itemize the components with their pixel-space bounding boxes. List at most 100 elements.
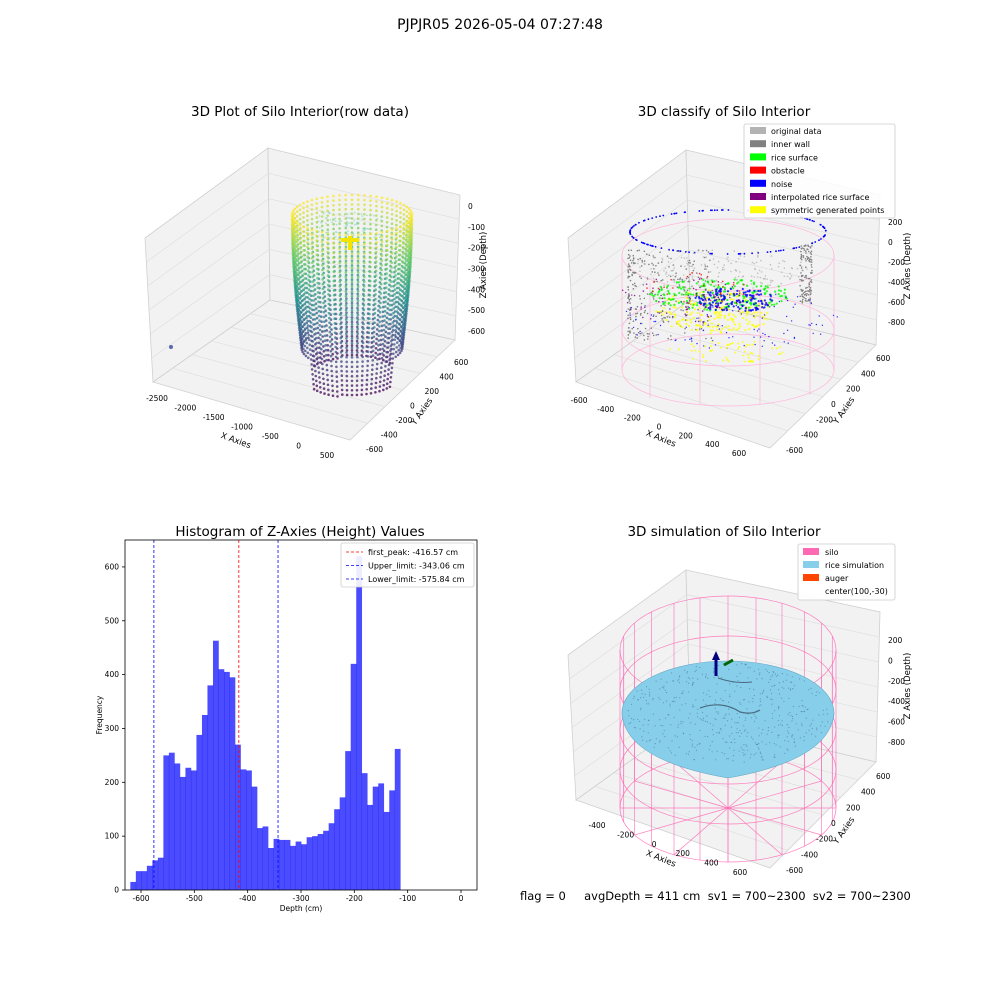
simulation-z-tick: 200 bbox=[888, 636, 903, 645]
histogram-y-tick: 100 bbox=[105, 832, 120, 841]
classify-x-axis-label: X Axies bbox=[644, 429, 677, 450]
simulation-x-tick: 0 bbox=[652, 840, 657, 849]
raw-z-tick: -200 bbox=[468, 244, 485, 253]
simulation-y-tick: 600 bbox=[876, 772, 891, 781]
simulation-z-tick: -200 bbox=[888, 677, 905, 686]
classify-y-tick: 600 bbox=[876, 354, 891, 363]
simulation-legend-label: rice simulation bbox=[825, 561, 884, 570]
histogram-bar bbox=[157, 857, 164, 890]
classify-y-tick: 400 bbox=[861, 369, 876, 378]
histogram-bar bbox=[378, 783, 385, 890]
classify-x-tick: -400 bbox=[597, 405, 614, 414]
classify-x-tick-labels: -600 -400 -200 0 200 400 600 bbox=[570, 396, 746, 458]
raw-z-tick-labels: -600 -500 -400 -300 -200 -100 0 bbox=[468, 202, 485, 336]
histogram-bar bbox=[146, 865, 153, 890]
panel-classify-title: 3D classify of Silo Interior bbox=[638, 104, 811, 120]
simulation-y-tick: -600 bbox=[786, 866, 803, 875]
histogram-bar bbox=[301, 844, 307, 890]
classify-z-tick: -600 bbox=[888, 298, 905, 307]
histogram-title: Histogram of Z-Axies (Height) Values bbox=[175, 524, 424, 540]
simulation-z-tick: -800 bbox=[888, 738, 905, 747]
histogram-bar bbox=[262, 826, 269, 890]
histogram-bar bbox=[268, 848, 274, 890]
raw-z-axis-label: Z Axies (Depth) bbox=[479, 232, 489, 299]
simulation-y-tick: -400 bbox=[801, 850, 818, 859]
classify-legend-swatch bbox=[750, 206, 766, 214]
histogram-bar bbox=[295, 841, 302, 890]
raw-y-tick: -600 bbox=[366, 445, 383, 454]
classify-z-tick: -200 bbox=[888, 258, 905, 267]
classify-point-cloud bbox=[621, 209, 838, 363]
classify-legend-label: noise bbox=[771, 180, 792, 189]
panel-simulation-title: 3D simulation of Silo Interior bbox=[627, 524, 821, 540]
histogram-bar bbox=[212, 640, 219, 890]
histogram-bar bbox=[361, 773, 368, 890]
histogram-bar bbox=[185, 767, 192, 890]
classify-x-tick: 0 bbox=[657, 423, 662, 432]
histogram-x-tick: -500 bbox=[186, 894, 203, 903]
classify-z-tick: 0 bbox=[888, 238, 893, 247]
classify-z-tick-labels: -800 -600 -400 -200 0 200 bbox=[888, 218, 905, 327]
histogram-y-axis-label: Frequency bbox=[95, 695, 104, 734]
histogram-bar bbox=[163, 755, 170, 890]
classify-y-tick: 200 bbox=[846, 385, 861, 394]
histogram-y-tick: 500 bbox=[105, 616, 120, 625]
simulation-z-tick: 0 bbox=[888, 656, 893, 665]
histogram-bar bbox=[141, 871, 148, 890]
histogram-bar bbox=[328, 823, 335, 890]
histogram-bar bbox=[152, 860, 159, 890]
raw-y-tick: -200 bbox=[395, 416, 412, 425]
raw-z-tick: -300 bbox=[468, 265, 485, 274]
histogram-bar bbox=[168, 752, 175, 890]
panel-classify-3d: 3D classify of Silo Interior -600 -400 -20… bbox=[567, 104, 913, 458]
histogram-bar bbox=[350, 663, 357, 890]
histogram-y-tick: 0 bbox=[114, 886, 119, 895]
classify-y-tick: -400 bbox=[801, 431, 818, 440]
panel-raw-title: 3D Plot of Silo Interior(row data) bbox=[191, 104, 409, 120]
classify-x-tick: 200 bbox=[679, 431, 694, 440]
raw-x-tick: -2500 bbox=[146, 394, 168, 403]
raw-axes-box bbox=[144, 147, 461, 441]
simulation-x-tick-labels: -400 -200 0 200 400 600 bbox=[588, 821, 747, 877]
histogram-y-ticks: 0 100 200 300 400 500 600 bbox=[105, 562, 125, 895]
histogram-legend: first_peak: -416.57 cm Upper_limit: -343.… bbox=[340, 542, 475, 588]
classify-z-tick: -400 bbox=[888, 278, 905, 287]
raw-surface-points bbox=[169, 193, 414, 398]
histogram-bar bbox=[273, 838, 280, 890]
status-footer: flag = 0 avgDepth = 411 cm sv1 = 700~230… bbox=[520, 889, 911, 903]
raw-x-tick: -1500 bbox=[203, 413, 225, 422]
classify-legend-swatch bbox=[750, 166, 766, 174]
simulation-y-tick: 400 bbox=[861, 788, 876, 797]
classify-y-tick: -200 bbox=[816, 415, 833, 424]
classify-legend-swatch bbox=[750, 153, 766, 161]
raw-x-tick: -2000 bbox=[174, 404, 196, 413]
raw-y-tick: 200 bbox=[425, 387, 440, 396]
classify-legend-label: interpolated rice surface bbox=[771, 193, 869, 202]
classify-y-tick: -600 bbox=[786, 446, 803, 455]
simulation-legend-label: auger bbox=[825, 574, 849, 583]
histogram-bar bbox=[229, 677, 236, 890]
raw-x-axis-label: X Axies bbox=[219, 431, 252, 451]
histogram-x-tick: 0 bbox=[459, 894, 464, 903]
histogram-x-axis-label: Depth (cm) bbox=[280, 904, 323, 913]
simulation-x-tick: 200 bbox=[676, 849, 691, 858]
histogram-bar bbox=[201, 715, 208, 890]
classify-legend-label: symmetric generated points bbox=[771, 206, 884, 215]
raw-y-tick: 600 bbox=[454, 358, 469, 367]
classify-x-tick: -600 bbox=[570, 396, 587, 405]
histogram-y-tick: 400 bbox=[105, 670, 120, 679]
classify-grid bbox=[569, 174, 880, 432]
classify-legend-swatch bbox=[750, 140, 766, 148]
raw-z-tick: -500 bbox=[468, 306, 485, 315]
classify-z-tick: 200 bbox=[888, 218, 903, 227]
classify-x-tick: 600 bbox=[732, 449, 747, 458]
simulation-y-tick: -200 bbox=[816, 835, 833, 844]
histogram-bar bbox=[356, 556, 363, 890]
histogram-legend-label: Lower_limit: -575.84 cm bbox=[368, 575, 465, 584]
simulation-z-tick: -600 bbox=[888, 718, 905, 727]
classify-x-tick: -200 bbox=[624, 414, 641, 423]
raw-x-tick: 0 bbox=[296, 442, 301, 451]
classify-z-axis-label: Z Axies (Depth) bbox=[903, 233, 913, 300]
simulation-x-tick: 400 bbox=[704, 859, 719, 868]
raw-x-tick: -500 bbox=[262, 432, 279, 441]
